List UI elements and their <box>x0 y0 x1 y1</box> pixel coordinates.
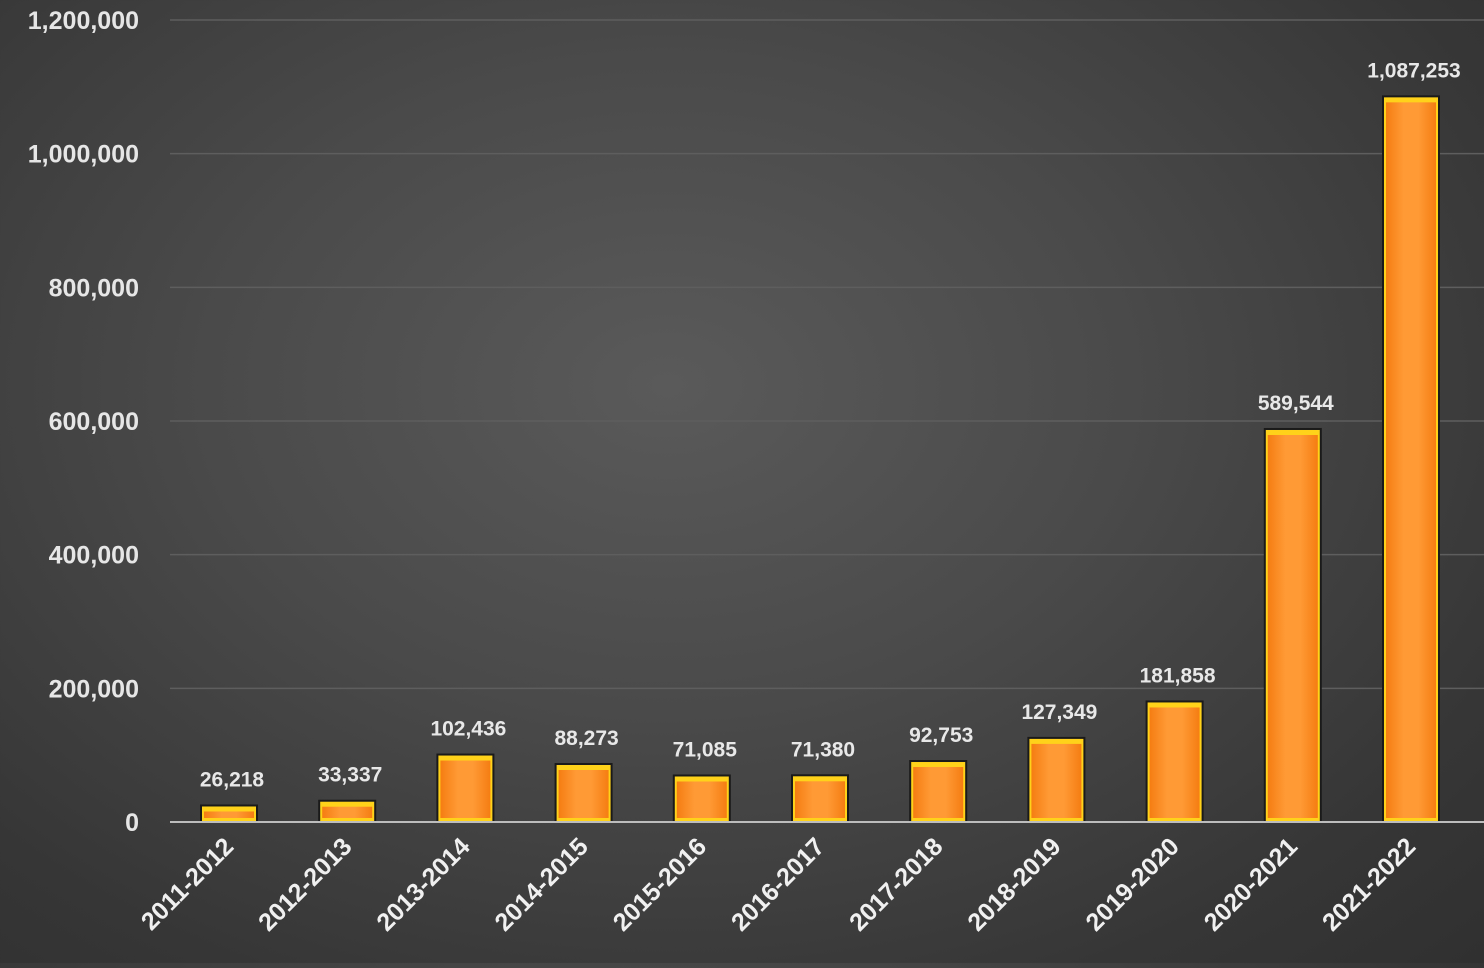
data-label: 33,337 <box>318 764 382 787</box>
x-tick-label: 2013-2014 <box>371 832 475 936</box>
y-tick-label: 400,000 <box>49 542 139 570</box>
y-tick-label: 0 <box>125 809 139 837</box>
x-tick-label: 2014-2015 <box>490 832 594 936</box>
x-tick-label: 2018-2019 <box>962 832 1066 936</box>
bar-group <box>909 760 968 822</box>
bar-group <box>1263 427 1322 822</box>
bar-group <box>1145 700 1204 822</box>
y-tick-label: 1,200,000 <box>28 7 139 35</box>
y-tick-label: 600,000 <box>49 408 139 436</box>
y-tick-label: 200,000 <box>49 675 139 703</box>
data-label: 88,273 <box>554 727 618 750</box>
data-labels: 26,218 33,337 102,436 88,273 71,085 71,380 92,… <box>200 59 1461 791</box>
x-tick-label: 2016-2017 <box>726 832 830 936</box>
bar-fill <box>676 781 727 818</box>
bar-fill <box>204 811 254 818</box>
bar-group <box>791 774 849 822</box>
data-label: 102,436 <box>430 718 506 741</box>
bar-group <box>1382 95 1440 822</box>
x-axis: 2011-2012 2012-2013 2013-2014 2014-2015 2015… <box>136 821 1484 937</box>
x-tick-label: 2015-2016 <box>608 832 712 936</box>
data-label: 26,218 <box>200 768 265 791</box>
bar-fill <box>1267 434 1318 818</box>
bar-group <box>200 804 258 822</box>
bar-group <box>436 753 495 822</box>
x-tick-label: 2011-2012 <box>136 832 239 935</box>
x-tick-label: 2019-2020 <box>1081 832 1185 936</box>
bar-fill <box>558 770 609 818</box>
data-label: 589,544 <box>1258 392 1334 415</box>
x-tick-label: 2017-2018 <box>844 832 948 936</box>
x-tick-label: 2012-2013 <box>253 832 357 936</box>
bar-group <box>672 774 731 822</box>
bar-fill <box>440 760 491 818</box>
data-label: 1,087,253 <box>1367 59 1460 82</box>
data-label: 181,858 <box>1140 664 1216 687</box>
data-label: 127,349 <box>1021 701 1097 724</box>
y-axis: 0 200,000 400,000 600,000 800,000 1,000,000 1,… <box>28 7 139 837</box>
bar-group <box>318 799 377 822</box>
y-tick-label: 800,000 <box>49 274 139 302</box>
bar-group <box>554 763 613 822</box>
bar-fill <box>322 806 373 818</box>
bar-fill <box>1031 743 1082 818</box>
y-tick-label: 1,000,000 <box>28 141 139 169</box>
data-label: 92,753 <box>909 724 973 747</box>
x-tick-label: 2020-2021 <box>1199 832 1303 936</box>
data-label: 71,380 <box>791 738 855 761</box>
bars <box>200 95 1440 822</box>
bar-fill <box>913 767 964 818</box>
bar-fill <box>795 781 845 818</box>
bar-group <box>1027 736 1086 822</box>
bar-fill <box>1149 707 1200 818</box>
data-label: 71,085 <box>673 738 738 761</box>
bar-fill <box>1386 102 1436 818</box>
x-tick-label: 2021-2022 <box>1317 832 1421 936</box>
